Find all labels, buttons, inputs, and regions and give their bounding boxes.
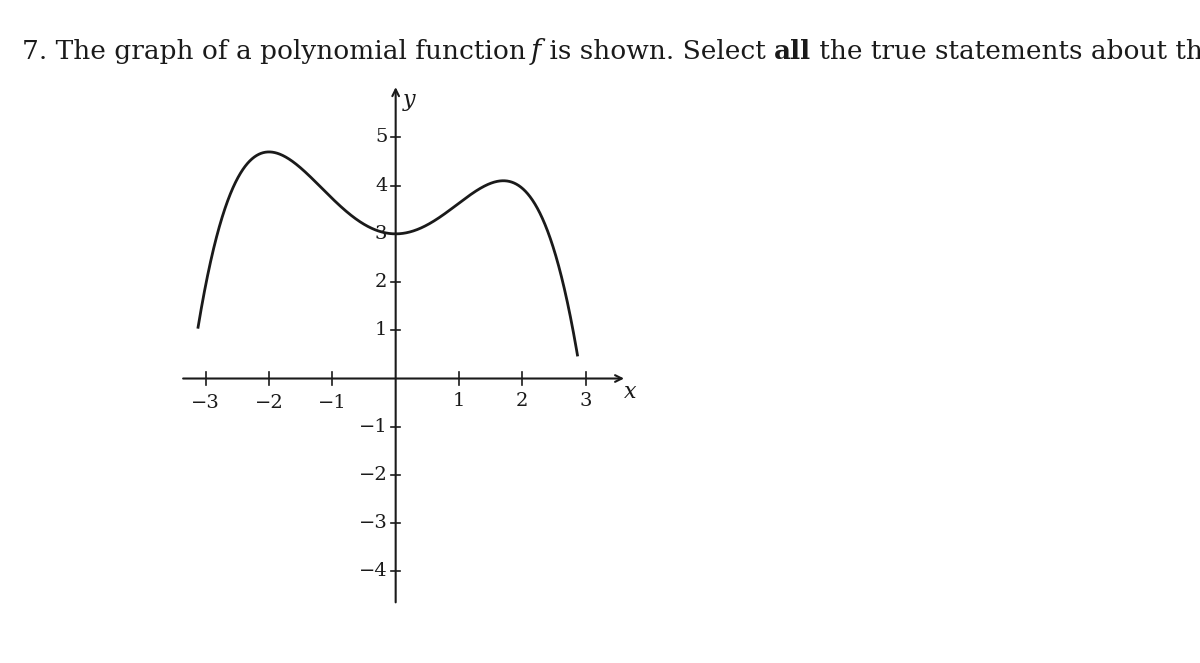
Text: x: x <box>624 381 636 403</box>
Text: 3: 3 <box>374 225 388 243</box>
Text: 4: 4 <box>376 176 388 195</box>
Text: −3: −3 <box>359 514 388 532</box>
Text: 2: 2 <box>516 392 528 410</box>
Text: 5: 5 <box>376 129 388 147</box>
Text: −1: −1 <box>359 418 388 436</box>
Text: −2: −2 <box>254 394 283 412</box>
Text: is shown. Select: is shown. Select <box>541 39 774 64</box>
Text: 1: 1 <box>376 322 388 339</box>
Text: 7. The graph of a polynomial function: 7. The graph of a polynomial function <box>22 39 530 64</box>
Text: the true statements about the polynomial.: the true statements about the polynomial… <box>811 39 1200 64</box>
Text: −3: −3 <box>191 394 220 412</box>
Text: y: y <box>403 90 416 111</box>
Text: −4: −4 <box>359 562 388 580</box>
Text: f: f <box>530 38 541 65</box>
Text: 2: 2 <box>376 273 388 291</box>
Text: all: all <box>774 39 811 64</box>
Text: 3: 3 <box>580 392 592 410</box>
Text: 1: 1 <box>452 392 466 410</box>
Text: −2: −2 <box>359 466 388 484</box>
Text: −1: −1 <box>318 394 347 412</box>
